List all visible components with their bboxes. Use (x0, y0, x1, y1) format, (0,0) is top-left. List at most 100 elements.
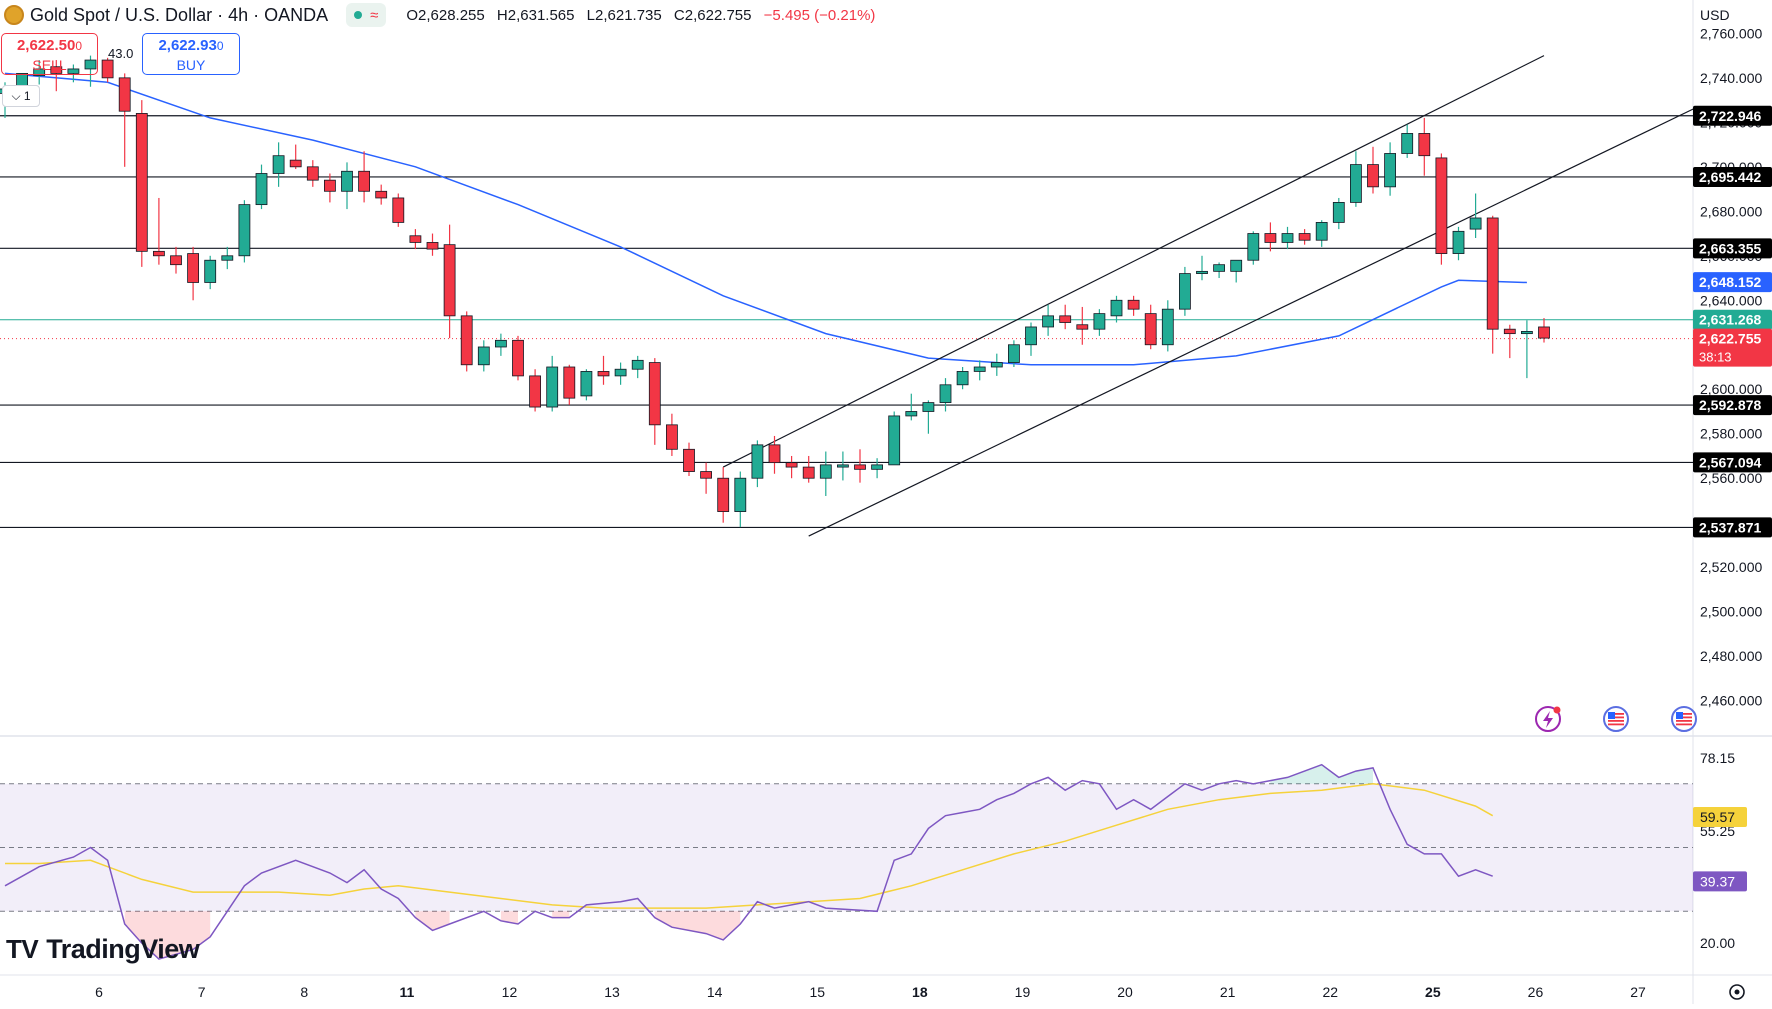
trend-line-upper (722, 55, 1545, 468)
candle (648, 358, 661, 445)
candle-body (101, 59, 114, 79)
candle-body (854, 464, 866, 470)
candle (1025, 322, 1037, 356)
time-axis-label: 20 (1117, 984, 1133, 1000)
gear-hub (1734, 989, 1740, 995)
time-axis-label: 27 (1630, 984, 1646, 1000)
candle (1435, 153, 1448, 265)
candle-body (768, 444, 781, 464)
candle-body (1486, 217, 1499, 330)
us-flag-event-icon-stripe (1608, 720, 1624, 722)
candle-body (477, 346, 490, 366)
candle (1486, 215, 1499, 354)
candle (1008, 340, 1020, 367)
rsi-axis-tick-label: 78.15 (1700, 750, 1735, 766)
candle (1521, 320, 1533, 379)
candle (819, 451, 832, 497)
rsi-value-label-bg (1693, 871, 1747, 892)
candle-body (1196, 270, 1208, 274)
candle-body (837, 464, 849, 468)
candle-body (580, 371, 593, 397)
us-flag-event-icon-stripe (1608, 716, 1624, 719)
candle-body (1401, 133, 1414, 154)
candle (871, 458, 883, 479)
candle-body (272, 155, 285, 174)
last-price-label-text: 2,622.755 (1699, 331, 1761, 347)
ask-price-label: 2,631.268 (1693, 309, 1772, 330)
collapse-panel-button[interactable]: ⌵ 1 (2, 85, 40, 107)
buy-button[interactable]: 2,622.930 BUY (142, 33, 240, 75)
candle (494, 333, 507, 356)
time-axis-label: 11 (399, 984, 414, 1000)
candle-body (1298, 233, 1311, 241)
rsi-value-label-text: 39.37 (1700, 873, 1735, 889)
candle-body (1332, 202, 1345, 223)
candle (751, 440, 764, 488)
price-axis-tick-label: 2,740.000 (1700, 70, 1762, 86)
candle (1281, 226, 1294, 250)
us-flag-event-icon-ring (1671, 706, 1697, 732)
candle-body (734, 477, 747, 512)
candle-body (426, 242, 439, 250)
time-axis: 5 6 7 8 11 12 13 14 15 18 19 20 21 22 25 26 27 (0, 984, 1646, 1000)
sell-button[interactable]: 2,622.500 SELL (1, 33, 98, 75)
candle (529, 369, 541, 412)
candle-body (1093, 313, 1106, 330)
level-price-label-bg (1693, 452, 1772, 473)
candle-body (1538, 326, 1550, 339)
candle (1247, 231, 1260, 265)
symbol-title[interactable]: Gold Spot / U.S. Dollar · 4h · OANDA (30, 4, 329, 25)
candle-body (717, 477, 730, 512)
candle-body (751, 444, 764, 479)
candle-body (1418, 133, 1431, 157)
candle-body (956, 371, 969, 386)
rsi-line (4, 763, 1493, 960)
candle-body (631, 359, 644, 370)
candle (1350, 151, 1362, 207)
candle-body (460, 315, 473, 366)
rsi-axis-tick-label: 20.00 (1700, 935, 1735, 951)
level-price-label: 2,567.094 (1693, 452, 1772, 473)
candle-body (1042, 315, 1054, 328)
price-axis-tick-label: 2,760.000 (1700, 25, 1762, 41)
candle-body (221, 255, 234, 261)
candle (33, 60, 46, 85)
candle-body (1452, 230, 1465, 254)
candle-body (67, 68, 80, 74)
tradingview-logo-text: TradingView (46, 934, 200, 964)
rsi-ma-line (5, 783, 1494, 909)
candle (1127, 295, 1140, 316)
candle (1196, 255, 1208, 281)
candle-body (648, 362, 661, 426)
candle (84, 55, 97, 87)
candle (67, 64, 80, 83)
level-price-label: 2,722.946 (1693, 105, 1772, 126)
candle-body (443, 244, 456, 317)
candle (905, 393, 918, 421)
candle-body (922, 402, 935, 412)
market-status[interactable]: ≈ (346, 3, 387, 27)
candle-body (1110, 299, 1123, 317)
candle (563, 364, 576, 405)
candle (1059, 304, 1072, 330)
candle (1264, 222, 1277, 252)
level-price-label: 2,695.442 (1693, 166, 1772, 187)
candle-body (1059, 315, 1072, 323)
candle-body (170, 255, 182, 266)
candle-body (802, 466, 815, 479)
candle (597, 355, 610, 385)
level-price-label: 2,663.355 (1693, 238, 1772, 259)
candle (323, 173, 336, 203)
last-price-label-bg (1693, 328, 1772, 367)
level-price-label-text: 2,722.946 (1699, 108, 1761, 124)
candle (888, 411, 901, 466)
candle-body (187, 253, 200, 283)
level-price-label-text: 2,695.442 (1699, 169, 1761, 185)
level-price-label-bg (1693, 166, 1772, 187)
us-flag-event-icon-stripe (1676, 716, 1692, 719)
time-axis-label: 6 (95, 984, 103, 1000)
candle-body (1213, 264, 1225, 272)
candle (1298, 229, 1311, 245)
